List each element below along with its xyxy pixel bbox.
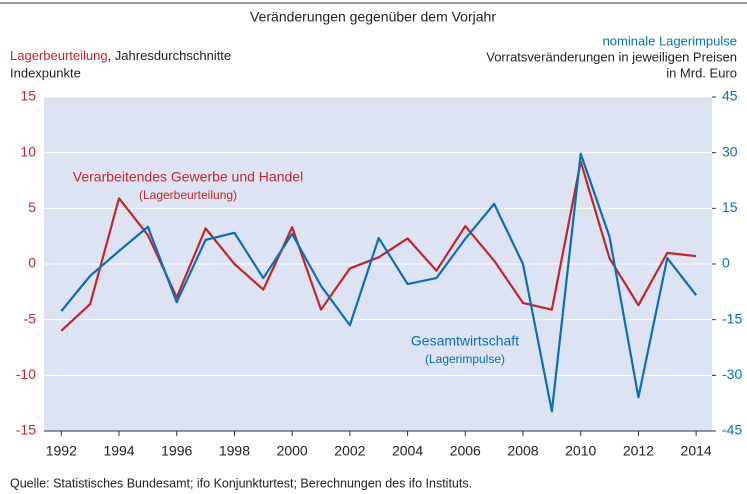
y-tick-label: -10 <box>16 366 36 382</box>
left-axis-label: Lagerbeurteilung, Jahresdurchschnitte <box>10 48 231 63</box>
right-axis-line3: in Mrd. Euro <box>666 65 737 80</box>
y2-tick-label: -45 <box>722 422 742 438</box>
annotation-sub: (Lagerimpulse) <box>425 352 505 366</box>
x-tick-label: 1994 <box>103 443 134 459</box>
left-axis-unit: Indexpunkte <box>10 65 81 80</box>
right-axis-line2: Vorratsveränderungen in jeweiligen Preis… <box>486 49 737 64</box>
y-tick-label: -15 <box>16 422 36 438</box>
y2-tick-label: -30 <box>722 366 742 382</box>
annotation: Gesamtwirtschaft <box>411 333 519 349</box>
x-tick-label: 2012 <box>623 443 654 459</box>
y-tick-label: -5 <box>24 310 37 326</box>
y2-tick-label: -15 <box>722 310 742 326</box>
x-tick-label: 2006 <box>450 443 481 459</box>
y2-tick-label: 0 <box>722 255 730 271</box>
x-tick-label: 1998 <box>219 443 250 459</box>
x-tick-label: 2000 <box>277 443 308 459</box>
left-axis-rest: , Jahresdurchschnitte <box>108 48 232 63</box>
y2-tick-label: 15 <box>722 199 738 215</box>
y-tick-label: 10 <box>20 143 36 159</box>
x-tick-label: 1992 <box>46 443 77 459</box>
x-tick-label: 2004 <box>392 443 423 459</box>
x-tick-label: 2014 <box>681 443 712 459</box>
chart-title: Veränderungen gegenüber dem Vorjahr <box>250 9 496 25</box>
x-tick-label: 1996 <box>161 443 192 459</box>
y-tick-label: 15 <box>20 88 36 104</box>
right-axis-name: nominale Lagerimpulse <box>603 33 737 48</box>
x-tick-label: 2002 <box>334 443 365 459</box>
source: Quelle: Statistisches Bundesamt; ifo Kon… <box>10 476 472 490</box>
annotation: Verarbeitendes Gewerbe und Handel <box>73 169 303 185</box>
left-axis-highlight: Lagerbeurteilung <box>10 48 108 63</box>
y-tick-label: 5 <box>28 199 36 215</box>
annotation-sub: (Lagerbeurteilung) <box>139 188 237 202</box>
x-tick-label: 2008 <box>507 443 538 459</box>
y-tick-label: 0 <box>28 255 36 271</box>
series-line <box>60 152 697 413</box>
x-tick-label: 2010 <box>565 443 596 459</box>
y2-tick-label: 45 <box>722 88 738 104</box>
y2-tick-label: 30 <box>722 143 738 159</box>
